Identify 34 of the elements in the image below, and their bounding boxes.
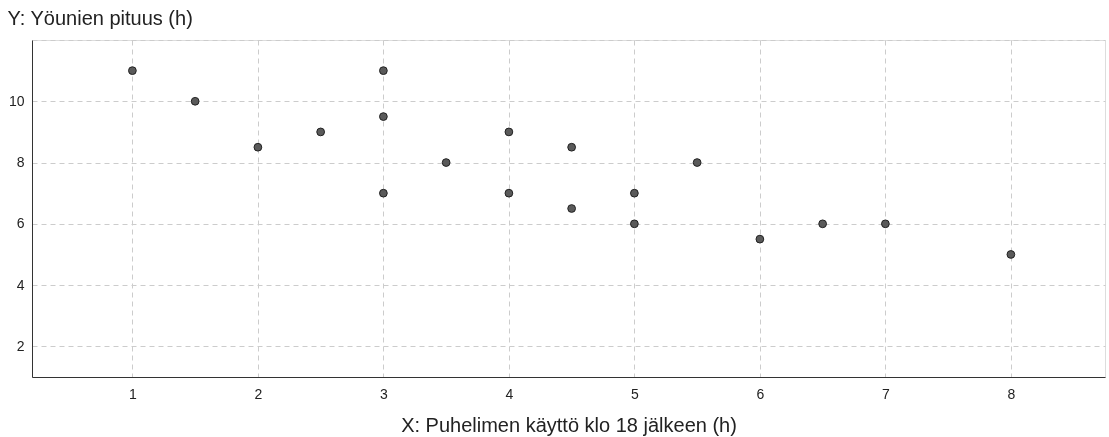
point <box>379 66 388 75</box>
y-tick-label: 8 <box>16 154 25 171</box>
point <box>567 204 577 213</box>
x-tick-label: 2 <box>254 385 263 402</box>
point <box>379 188 388 198</box>
point <box>441 158 451 167</box>
x-tick-label: 3 <box>379 385 388 402</box>
x-tick-label: 6 <box>756 385 765 402</box>
point <box>755 234 765 244</box>
point <box>128 66 137 75</box>
point <box>818 219 827 229</box>
x-tick-label: 7 <box>881 385 890 402</box>
point <box>316 127 326 137</box>
x-tick-label: 8 <box>1007 385 1016 402</box>
point <box>881 219 890 229</box>
y-axis-title: Y: Yöunien pituus (h) <box>7 6 193 29</box>
point <box>190 96 200 106</box>
point <box>1006 250 1016 259</box>
x-tick-label: 1 <box>129 385 137 402</box>
point <box>504 127 514 137</box>
point <box>630 188 639 198</box>
point <box>567 142 577 152</box>
point <box>630 219 639 229</box>
y-tick-label: 2 <box>16 337 25 354</box>
x-tick-label: 5 <box>630 385 639 402</box>
point <box>692 158 702 167</box>
point <box>504 188 514 198</box>
y-tick-label: 6 <box>16 215 25 232</box>
point <box>379 112 388 121</box>
x-tick-label: 4 <box>505 385 514 402</box>
y-tick-label: 10 <box>8 92 25 109</box>
y-tick-label: 4 <box>16 276 25 293</box>
point <box>253 142 263 152</box>
x-axis-title: X: Puhelimen käyttö klo 18 jälkeen (h) <box>401 413 737 436</box>
